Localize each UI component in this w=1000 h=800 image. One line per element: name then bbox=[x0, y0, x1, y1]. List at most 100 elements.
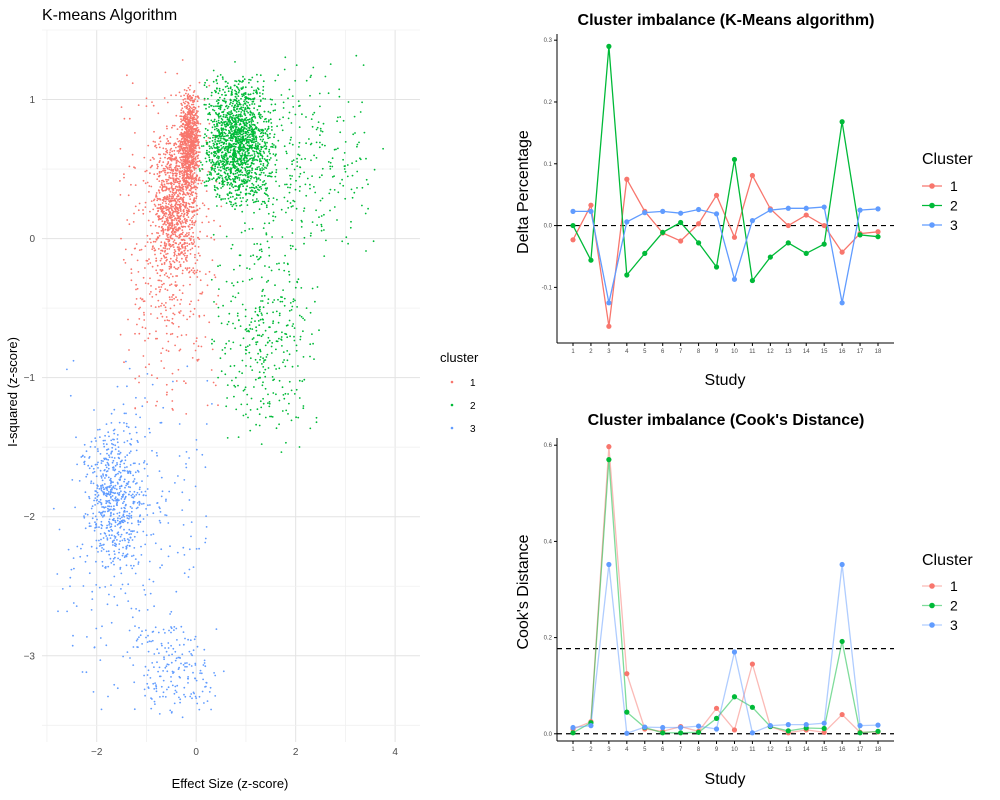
scatter-point bbox=[229, 86, 232, 89]
scatter-point bbox=[165, 188, 168, 191]
scatter-point bbox=[107, 507, 109, 510]
scatter-point bbox=[220, 141, 223, 144]
scatter-point bbox=[262, 333, 264, 336]
scatter-point bbox=[129, 472, 132, 475]
scatter-point bbox=[166, 138, 169, 140]
scatter-point bbox=[170, 147, 173, 150]
scatter-point bbox=[176, 138, 179, 140]
scatter-point bbox=[124, 262, 127, 264]
scatter-point bbox=[100, 477, 103, 479]
scatter-point bbox=[102, 475, 105, 477]
scatter-point bbox=[192, 313, 195, 316]
scatter-point bbox=[193, 241, 196, 243]
scatter-point bbox=[329, 168, 332, 170]
scatter-point bbox=[165, 302, 167, 304]
scatter-point bbox=[247, 140, 250, 143]
scatter-point bbox=[231, 163, 234, 166]
scatter-point bbox=[120, 237, 122, 240]
scatter-point bbox=[119, 517, 122, 520]
scatter-point bbox=[246, 199, 249, 201]
scatter-point bbox=[144, 490, 147, 493]
scatter-point bbox=[288, 111, 291, 114]
scatter-point bbox=[320, 130, 322, 132]
scatter-point bbox=[174, 205, 177, 208]
scatter-point bbox=[172, 174, 174, 177]
scatter-point bbox=[194, 135, 197, 138]
scatter-point bbox=[117, 482, 119, 485]
scatter-point bbox=[283, 269, 286, 272]
scatter-point bbox=[297, 416, 300, 419]
scatter-point bbox=[234, 117, 236, 120]
scatter-point bbox=[336, 219, 338, 221]
scatter-point bbox=[184, 131, 187, 134]
scatter-point bbox=[262, 97, 264, 100]
scatter-point bbox=[295, 207, 298, 210]
scatter-point bbox=[265, 120, 268, 123]
scatter-point bbox=[199, 279, 202, 282]
scatter-point bbox=[231, 118, 234, 121]
scatter-point bbox=[292, 199, 295, 202]
scatter-point bbox=[143, 156, 146, 159]
scatter-point bbox=[311, 221, 314, 224]
scatter-point bbox=[217, 376, 220, 379]
scatter-point bbox=[350, 220, 352, 223]
scatter-point bbox=[225, 153, 228, 155]
scatter-point bbox=[187, 93, 190, 96]
scatter-point bbox=[257, 177, 260, 180]
scatter-point bbox=[152, 580, 155, 583]
scatter-point bbox=[197, 166, 200, 168]
scatter-point bbox=[237, 95, 240, 97]
scatter-point bbox=[160, 305, 162, 307]
scatter-point bbox=[184, 106, 186, 108]
scatter-point bbox=[218, 89, 221, 92]
scatter-point bbox=[165, 205, 167, 207]
scatter-point bbox=[244, 386, 247, 389]
scatter-point bbox=[196, 259, 199, 261]
scatter-point bbox=[187, 157, 190, 160]
scatter-point bbox=[236, 104, 239, 106]
scatter-point bbox=[255, 423, 257, 426]
scatter-point bbox=[225, 139, 227, 142]
scatter-point bbox=[201, 202, 204, 205]
scatter-point bbox=[97, 428, 99, 431]
scatter-point bbox=[235, 97, 238, 100]
scatter-point bbox=[207, 118, 209, 121]
scatter-point bbox=[267, 393, 269, 396]
scatter-point bbox=[155, 337, 157, 340]
scatter-point bbox=[161, 164, 163, 167]
scatter-point bbox=[144, 282, 147, 285]
scatter-point bbox=[134, 184, 137, 187]
scatter-point bbox=[256, 178, 258, 181]
scatter-point bbox=[344, 197, 347, 200]
scatter-point bbox=[181, 107, 184, 110]
scatter-point bbox=[237, 115, 240, 118]
scatter-point bbox=[188, 189, 191, 192]
scatter-point bbox=[264, 368, 267, 371]
scatter-point bbox=[113, 508, 116, 511]
scatter-point bbox=[184, 233, 187, 236]
scatter-point bbox=[94, 463, 97, 466]
scatter-point bbox=[159, 269, 162, 271]
scatter-point bbox=[96, 484, 99, 487]
scatter-point bbox=[99, 533, 102, 535]
scatter-point bbox=[130, 510, 133, 513]
scatter-point bbox=[197, 116, 200, 118]
scatter-point bbox=[177, 211, 180, 214]
scatter-point bbox=[261, 115, 264, 118]
scatter-point bbox=[259, 113, 262, 116]
scatter-point bbox=[130, 530, 132, 532]
scatter-point bbox=[109, 477, 112, 480]
scatter-point bbox=[294, 188, 297, 191]
scatter-point bbox=[182, 115, 185, 118]
scatter-point bbox=[164, 257, 166, 259]
scatter-point bbox=[189, 143, 192, 146]
scatter-point bbox=[154, 542, 157, 545]
scatter-point bbox=[191, 357, 194, 359]
scatter-point bbox=[150, 305, 153, 307]
scatter-point bbox=[102, 548, 105, 551]
scatter-point bbox=[83, 515, 85, 518]
scatter-point bbox=[248, 104, 251, 106]
scatter-point bbox=[102, 460, 104, 462]
scatter-point bbox=[191, 103, 193, 106]
scatter-point bbox=[177, 180, 179, 183]
